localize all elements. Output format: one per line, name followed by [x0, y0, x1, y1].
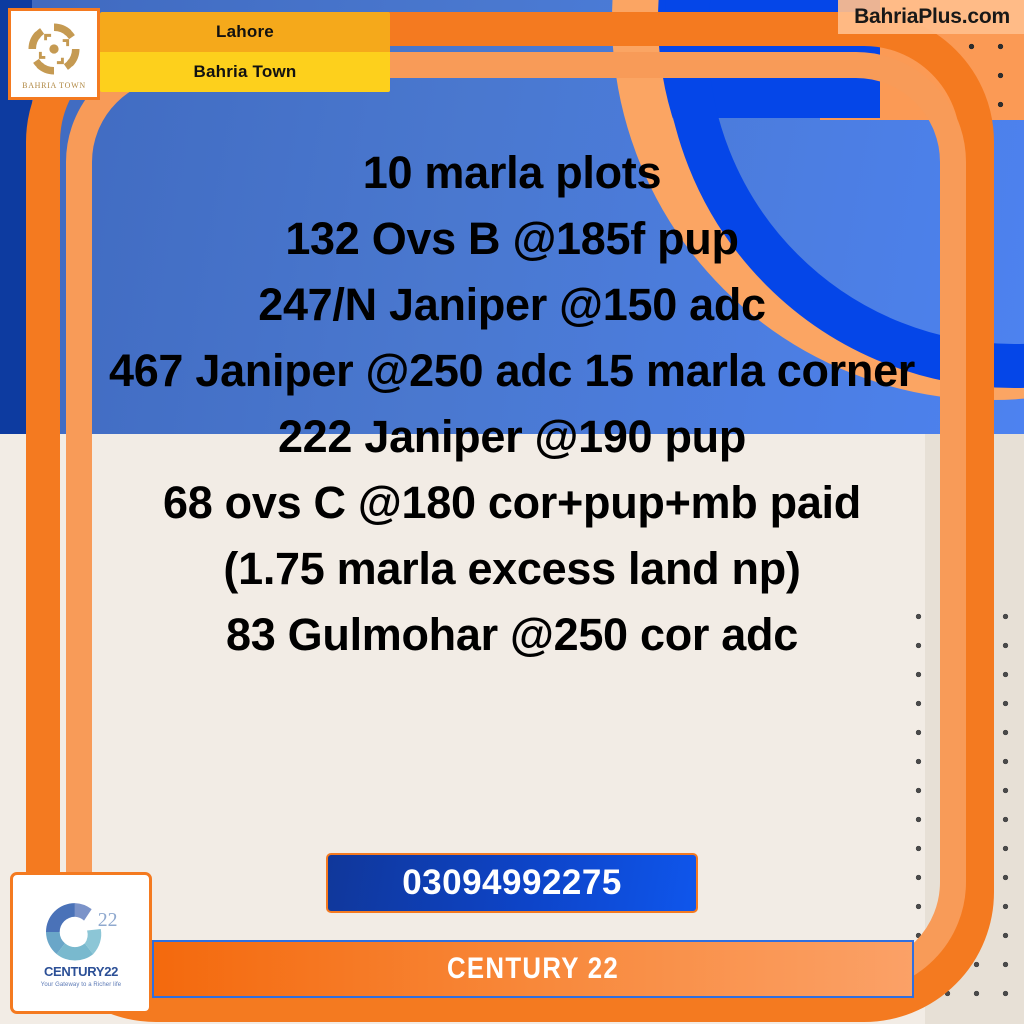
agency-name-text: CENTURY 22 [446, 952, 620, 985]
listing-line: 247/N Janiper @150 adc [258, 279, 766, 330]
phone-number-button[interactable]: 03094992275 [326, 853, 698, 913]
bahria-town-logo-caption: BAHRIA TOWN [22, 81, 86, 90]
century22-wordmark: CENTURY22 [43, 963, 119, 979]
listing-line: (1.75 marla excess land np) [223, 543, 801, 594]
banner-city-label: Lahore [216, 22, 274, 41]
century22-tagline: Your Gateway to a Richer life [40, 981, 122, 988]
agency-name-bar: CENTURY 22 [152, 940, 914, 998]
svg-text:22: 22 [98, 908, 118, 930]
listing-line: 467 Janiper @250 adc 15 marla corner [108, 345, 916, 396]
listing-line: 222 Janiper @190 pup [277, 411, 747, 462]
century22-logo-card: 22 CENTURY22 Your Gateway to a Richer li… [10, 872, 152, 1014]
site-url-text: BahriaPlus.com [854, 5, 1010, 28]
site-url-chip[interactable]: BahriaPlus.com [838, 0, 1024, 34]
banner-society-row: Bahria Town [100, 52, 390, 92]
bahria-town-medallion-icon [28, 23, 80, 75]
location-banner: Lahore Bahria Town [100, 12, 390, 92]
listing-text-block: 10 marla plots 132 Ovs B @185f pup 247/N… [70, 140, 954, 668]
listing-line: 83 Gulmohar @250 cor adc [226, 609, 798, 660]
listing-line: 132 Ovs B @185f pup [285, 213, 739, 264]
listing-line: 10 marla plots [362, 147, 662, 198]
listing-line: 68 ovs C @180 cor+pup+mb paid [163, 477, 861, 528]
banner-city-row: Lahore [100, 12, 390, 52]
bahria-town-logo-card: BAHRIA TOWN [8, 8, 100, 100]
phone-number-text: 03094992275 [402, 863, 622, 902]
century22-ring-icon: 22 [46, 902, 118, 961]
banner-society-label: Bahria Town [193, 62, 297, 81]
